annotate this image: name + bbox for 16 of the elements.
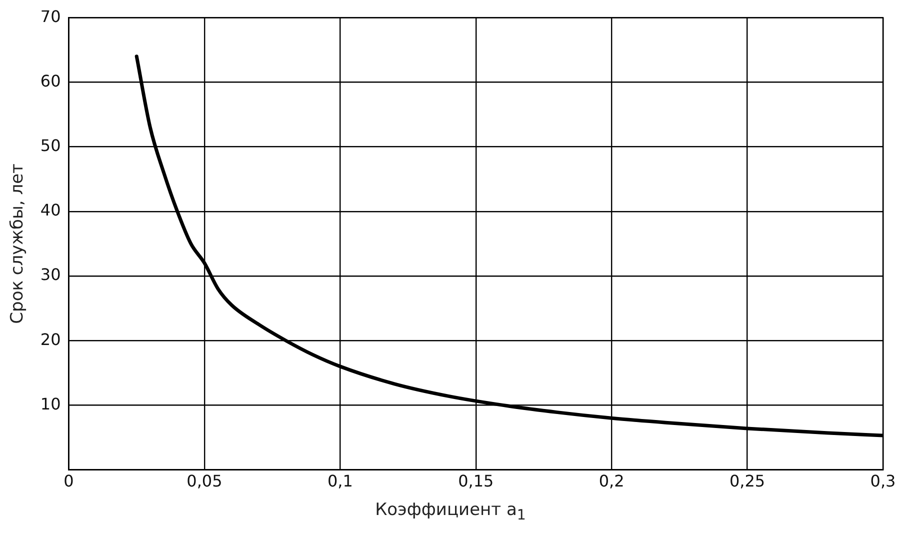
- y-axis-title: Срок службы, лет: [8, 163, 28, 324]
- x-tick-label: 0,2: [598, 472, 624, 491]
- y-tick-label: 40: [40, 200, 61, 220]
- x-tick-label: 0,1: [327, 472, 353, 491]
- x-tick-label: 0,15: [458, 472, 494, 491]
- y-tick-label: 60: [40, 71, 61, 90]
- x-tick-label: 0: [64, 472, 74, 491]
- y-tick-label: 30: [40, 265, 61, 284]
- x-tick-label: 0,3: [870, 472, 896, 491]
- y-tick-label: 70: [40, 6, 61, 26]
- x-tick-label: 0,05: [186, 472, 222, 491]
- x-tick-label: 0,25: [729, 472, 766, 491]
- y-tick-label: 10: [40, 394, 61, 414]
- y-tick-label: 50: [40, 136, 61, 155]
- y-tick-label: 20: [40, 330, 61, 349]
- x-axis-title: Коэффициент a$_{1}$: [374, 500, 527, 524]
